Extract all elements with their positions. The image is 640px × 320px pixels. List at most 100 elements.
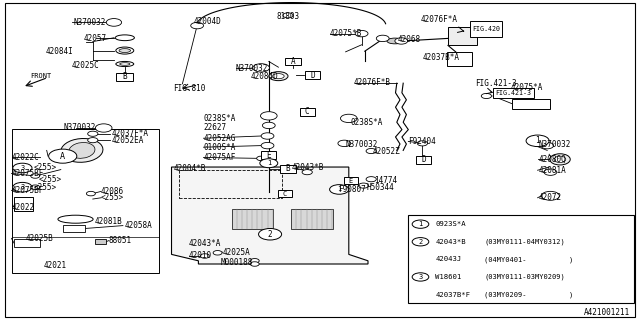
Text: 42075*B: 42075*B bbox=[330, 29, 362, 38]
Text: 81803: 81803 bbox=[276, 12, 300, 21]
Text: 42025B: 42025B bbox=[26, 234, 53, 243]
Circle shape bbox=[260, 159, 278, 168]
Text: 42068: 42068 bbox=[398, 36, 421, 44]
Circle shape bbox=[31, 174, 40, 178]
Text: 1: 1 bbox=[535, 136, 540, 145]
Text: N370032: N370032 bbox=[74, 18, 106, 27]
Circle shape bbox=[366, 148, 376, 154]
Polygon shape bbox=[172, 167, 368, 264]
Circle shape bbox=[49, 149, 77, 163]
Circle shape bbox=[358, 183, 369, 188]
Bar bbox=[285, 58, 301, 65]
Text: 42084I: 42084I bbox=[46, 47, 74, 56]
Text: FIG.810: FIG.810 bbox=[173, 84, 205, 93]
Text: C: C bbox=[283, 191, 287, 196]
Text: 22627: 22627 bbox=[204, 123, 227, 132]
Text: 42076F*B: 42076F*B bbox=[353, 78, 390, 87]
Ellipse shape bbox=[550, 154, 570, 165]
Circle shape bbox=[259, 228, 282, 240]
Circle shape bbox=[191, 22, 204, 29]
Text: 42081A: 42081A bbox=[539, 166, 566, 175]
Bar bbox=[416, 156, 431, 164]
Circle shape bbox=[544, 169, 557, 175]
Circle shape bbox=[331, 186, 341, 191]
Text: N370032: N370032 bbox=[236, 64, 268, 73]
Ellipse shape bbox=[119, 49, 131, 52]
Text: B: B bbox=[122, 72, 127, 81]
Circle shape bbox=[95, 124, 112, 132]
Text: 3: 3 bbox=[20, 165, 24, 171]
Text: 42004D: 42004D bbox=[193, 17, 221, 26]
Text: B: B bbox=[285, 164, 291, 173]
Bar bbox=[95, 239, 106, 244]
Circle shape bbox=[250, 259, 259, 263]
Text: 3: 3 bbox=[20, 184, 24, 190]
Bar bbox=[14, 239, 40, 247]
Circle shape bbox=[257, 156, 266, 161]
Text: 42043*B: 42043*B bbox=[435, 239, 466, 245]
Ellipse shape bbox=[120, 63, 130, 65]
Circle shape bbox=[526, 135, 549, 147]
Bar bbox=[12, 129, 159, 273]
Text: FIG.420: FIG.420 bbox=[472, 26, 500, 32]
Text: 42052EA: 42052EA bbox=[112, 136, 145, 145]
Bar bbox=[512, 99, 550, 109]
Text: 42086: 42086 bbox=[101, 187, 124, 196]
Text: A: A bbox=[291, 57, 296, 66]
Circle shape bbox=[541, 191, 559, 200]
Ellipse shape bbox=[554, 156, 566, 163]
Bar bbox=[493, 88, 534, 98]
Ellipse shape bbox=[61, 139, 103, 162]
Text: 42075BF: 42075BF bbox=[12, 169, 44, 178]
Text: 42037B*A: 42037B*A bbox=[422, 53, 460, 62]
Circle shape bbox=[541, 142, 554, 149]
Circle shape bbox=[283, 13, 293, 18]
Text: <255>: <255> bbox=[101, 193, 124, 202]
Bar bbox=[291, 209, 333, 229]
Text: <255>: <255> bbox=[34, 183, 57, 192]
Text: 3: 3 bbox=[419, 274, 422, 280]
Text: 42058A: 42058A bbox=[125, 221, 152, 230]
Text: N370032: N370032 bbox=[539, 140, 572, 149]
Text: C: C bbox=[305, 108, 310, 116]
Bar bbox=[14, 197, 33, 211]
Circle shape bbox=[412, 220, 429, 228]
Circle shape bbox=[412, 237, 429, 246]
Circle shape bbox=[106, 19, 122, 26]
Text: D: D bbox=[421, 156, 426, 164]
Circle shape bbox=[88, 138, 98, 143]
Text: 42076F*A: 42076F*A bbox=[421, 15, 458, 24]
Circle shape bbox=[338, 140, 351, 147]
Text: FIG.421-3: FIG.421-3 bbox=[495, 90, 531, 96]
Text: (03MY0111-03MY0209): (03MY0111-03MY0209) bbox=[484, 274, 565, 280]
Text: 0923S*A: 0923S*A bbox=[435, 221, 466, 227]
Text: 42025A: 42025A bbox=[223, 248, 250, 257]
Text: 2: 2 bbox=[268, 230, 273, 239]
Text: 1: 1 bbox=[337, 187, 341, 192]
Ellipse shape bbox=[116, 61, 134, 67]
Bar bbox=[447, 52, 472, 66]
Circle shape bbox=[340, 114, 357, 123]
Text: 88051: 88051 bbox=[109, 236, 132, 245]
Circle shape bbox=[262, 122, 275, 129]
Text: 1: 1 bbox=[419, 221, 422, 227]
Text: 42043J: 42043J bbox=[435, 256, 461, 262]
Bar bbox=[305, 71, 320, 79]
Text: M000188: M000188 bbox=[221, 258, 253, 267]
Bar bbox=[63, 225, 85, 232]
Ellipse shape bbox=[115, 35, 134, 41]
Text: H50344: H50344 bbox=[366, 183, 394, 192]
Text: 42080Q: 42080Q bbox=[539, 155, 566, 164]
Text: N370032: N370032 bbox=[346, 140, 378, 149]
Text: 42043*A: 42043*A bbox=[189, 239, 221, 248]
Text: F92404: F92404 bbox=[408, 137, 436, 146]
Circle shape bbox=[200, 254, 209, 258]
Text: 42010: 42010 bbox=[189, 252, 212, 260]
Ellipse shape bbox=[269, 72, 288, 81]
Text: FRONT: FRONT bbox=[31, 73, 52, 79]
Text: 1: 1 bbox=[267, 160, 271, 166]
Circle shape bbox=[302, 170, 312, 175]
Bar bbox=[179, 170, 282, 198]
Bar bbox=[300, 108, 315, 116]
Circle shape bbox=[330, 185, 349, 194]
